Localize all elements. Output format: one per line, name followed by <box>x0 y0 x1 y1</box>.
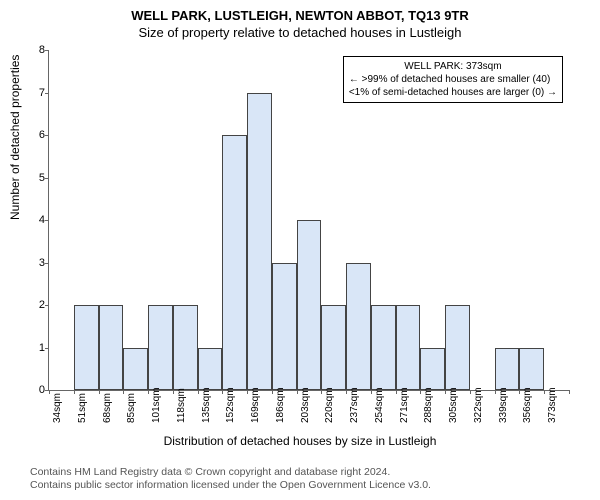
x-tick-label: 101sqm <box>151 387 162 423</box>
chart-container: WELL PARK, LUSTLEIGH, NEWTON ABBOT, TQ13… <box>0 0 600 500</box>
chart-subtitle: Size of property relative to detached ho… <box>0 23 600 40</box>
y-tick-mark <box>45 135 49 136</box>
x-tick-label: 34sqm <box>52 393 63 423</box>
x-tick-label: 118sqm <box>176 388 187 423</box>
x-tick-mark <box>420 390 421 394</box>
x-tick-mark <box>222 390 223 394</box>
histogram-bar <box>445 305 470 390</box>
y-tick-label: 2 <box>27 299 45 311</box>
histogram-bar <box>123 348 148 391</box>
y-tick-mark <box>45 220 49 221</box>
y-tick-mark <box>45 50 49 51</box>
annotation-line1: WELL PARK: 373sqm <box>349 60 557 73</box>
histogram-bar <box>74 305 99 390</box>
x-tick-label: 237sqm <box>349 387 360 423</box>
x-tick-mark <box>123 390 124 394</box>
x-tick-mark <box>99 390 100 394</box>
x-tick-mark <box>198 390 199 394</box>
x-tick-mark <box>495 390 496 394</box>
x-tick-mark <box>49 390 50 394</box>
histogram-bar <box>396 305 421 390</box>
y-tick-mark <box>45 178 49 179</box>
histogram-bar <box>321 305 346 390</box>
histogram-bar <box>272 263 297 391</box>
x-tick-mark <box>569 390 570 394</box>
x-tick-label: 322sqm <box>473 387 484 423</box>
x-tick-mark <box>173 390 174 394</box>
x-tick-mark <box>445 390 446 394</box>
x-tick-mark <box>346 390 347 394</box>
x-tick-mark <box>74 390 75 394</box>
attribution-line2: Contains public sector information licen… <box>30 479 431 493</box>
annotation-line2: ← >99% of detached houses are smaller (4… <box>349 73 557 86</box>
histogram-bar <box>99 305 124 390</box>
histogram-bar <box>420 348 445 391</box>
y-tick-label: 4 <box>27 214 45 226</box>
y-tick-label: 8 <box>27 44 45 56</box>
y-tick-mark <box>45 93 49 94</box>
x-tick-mark <box>272 390 273 394</box>
histogram-bar <box>519 348 544 391</box>
histogram-bar <box>247 93 272 391</box>
x-tick-mark <box>297 390 298 394</box>
x-tick-label: 288sqm <box>423 387 434 423</box>
y-tick-label: 5 <box>27 172 45 184</box>
x-tick-label: 85sqm <box>126 393 137 423</box>
annotation-box: WELL PARK: 373sqm ← >99% of detached hou… <box>343 56 563 103</box>
x-tick-label: 203sqm <box>300 387 311 423</box>
x-tick-label: 254sqm <box>374 387 385 423</box>
x-tick-mark <box>371 390 372 394</box>
chart-title: WELL PARK, LUSTLEIGH, NEWTON ABBOT, TQ13… <box>0 0 600 23</box>
x-tick-mark <box>519 390 520 394</box>
plot-area: WELL PARK: 373sqm ← >99% of detached hou… <box>48 50 569 391</box>
histogram-bar <box>222 135 247 390</box>
y-tick-label: 1 <box>27 342 45 354</box>
x-tick-mark <box>321 390 322 394</box>
x-tick-label: 152sqm <box>225 387 236 423</box>
histogram-bar <box>297 220 322 390</box>
histogram-bar <box>495 348 520 391</box>
x-tick-label: 135sqm <box>201 387 212 423</box>
y-tick-mark <box>45 305 49 306</box>
x-tick-label: 339sqm <box>498 387 509 423</box>
x-tick-mark <box>247 390 248 394</box>
x-tick-label: 51sqm <box>77 393 88 423</box>
histogram-bar <box>173 305 198 390</box>
attribution-line1: Contains HM Land Registry data © Crown c… <box>30 466 431 480</box>
histogram-bar <box>346 263 371 391</box>
x-tick-label: 169sqm <box>250 387 261 423</box>
x-tick-mark <box>148 390 149 394</box>
y-tick-label: 0 <box>27 384 45 396</box>
attribution-text: Contains HM Land Registry data © Crown c… <box>30 466 431 493</box>
y-tick-label: 3 <box>27 257 45 269</box>
x-tick-label: 68sqm <box>102 393 113 423</box>
y-axis-label: Number of detached properties <box>8 55 22 220</box>
y-tick-mark <box>45 348 49 349</box>
x-tick-label: 373sqm <box>547 387 558 423</box>
x-tick-label: 186sqm <box>275 387 286 423</box>
histogram-bar <box>198 348 223 391</box>
x-tick-mark <box>470 390 471 394</box>
x-tick-label: 271sqm <box>399 387 410 423</box>
y-tick-label: 7 <box>27 87 45 99</box>
histogram-bar <box>148 305 173 390</box>
x-tick-label: 356sqm <box>522 387 533 423</box>
x-tick-mark <box>396 390 397 394</box>
annotation-line3: <1% of semi-detached houses are larger (… <box>349 86 557 99</box>
x-tick-label: 305sqm <box>448 387 459 423</box>
x-tick-label: 220sqm <box>324 387 335 423</box>
y-tick-mark <box>45 263 49 264</box>
x-tick-mark <box>544 390 545 394</box>
histogram-bar <box>371 305 396 390</box>
x-axis-label: Distribution of detached houses by size … <box>0 434 600 448</box>
y-tick-label: 6 <box>27 129 45 141</box>
